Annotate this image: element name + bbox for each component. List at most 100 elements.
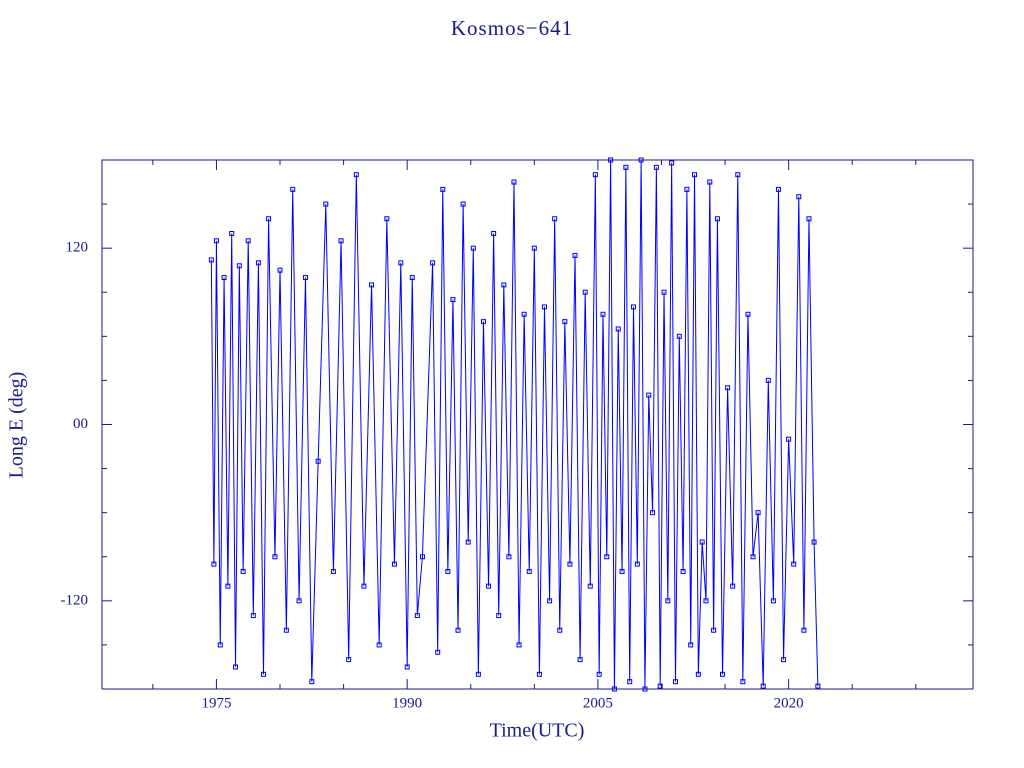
data-point xyxy=(475,671,481,677)
data-point xyxy=(735,172,741,178)
data-point xyxy=(240,568,246,574)
data-point xyxy=(547,598,553,604)
data-point xyxy=(229,230,235,236)
data-point xyxy=(638,157,644,163)
data-point xyxy=(391,561,397,567)
data-point xyxy=(245,238,251,244)
x-tick-label: 1975 xyxy=(201,695,231,711)
data-point xyxy=(669,160,675,166)
y-axis-label: Long E (deg) xyxy=(6,372,28,479)
data-point xyxy=(692,172,698,178)
data-point xyxy=(496,613,502,619)
data-point xyxy=(430,260,436,266)
data-point xyxy=(236,263,242,269)
data-point xyxy=(672,679,678,685)
data-point xyxy=(592,172,598,178)
data-point xyxy=(531,245,537,251)
data-point xyxy=(376,642,382,648)
data-point xyxy=(361,583,367,589)
data-point xyxy=(740,679,746,685)
series-line xyxy=(210,159,819,690)
data-point xyxy=(465,539,471,545)
data-point xyxy=(650,510,656,516)
data-point xyxy=(272,554,278,560)
data-point xyxy=(604,554,610,560)
data-point xyxy=(714,216,720,222)
data-point xyxy=(811,539,817,545)
data-point xyxy=(296,598,302,604)
data-point xyxy=(213,238,219,244)
data-point xyxy=(511,179,517,185)
data-point xyxy=(750,554,756,560)
data-point xyxy=(562,319,568,325)
data-point xyxy=(796,194,802,200)
data-point xyxy=(557,627,563,633)
data-point xyxy=(623,164,629,170)
data-point xyxy=(480,319,486,325)
data-point xyxy=(582,289,588,295)
data-point xyxy=(353,172,359,178)
data-point xyxy=(781,657,787,663)
chart-title: Kosmos−641 xyxy=(451,16,573,40)
data-point xyxy=(450,297,456,303)
data-point xyxy=(791,561,797,567)
data-point xyxy=(587,583,593,589)
data-point xyxy=(815,683,821,689)
data-point xyxy=(501,282,507,288)
data-point xyxy=(755,510,761,516)
data-layer xyxy=(208,157,821,692)
x-tick-label: 2020 xyxy=(774,695,804,711)
data-point xyxy=(745,311,751,317)
data-point xyxy=(801,627,807,633)
data-point xyxy=(653,164,659,170)
data-point xyxy=(707,179,713,185)
data-point xyxy=(695,671,701,677)
data-point xyxy=(608,157,614,163)
data-point xyxy=(470,245,476,251)
data-point xyxy=(680,568,686,574)
data-point xyxy=(786,436,792,442)
data-point xyxy=(302,275,308,281)
data-point xyxy=(414,613,420,619)
data-point xyxy=(233,664,239,670)
data-point xyxy=(646,392,652,398)
data-point xyxy=(315,458,321,464)
data-point xyxy=(260,671,266,677)
data-point xyxy=(688,642,694,648)
data-point xyxy=(627,679,633,685)
data-point xyxy=(619,568,625,574)
data-point xyxy=(596,671,602,677)
data-point xyxy=(676,333,682,339)
y-tick-label: 00 xyxy=(73,416,88,432)
data-point xyxy=(770,598,776,604)
data-point xyxy=(255,260,261,266)
data-point xyxy=(404,664,410,670)
data-point xyxy=(760,683,766,689)
data-point xyxy=(323,201,329,207)
data-point xyxy=(440,186,446,192)
data-point xyxy=(634,561,640,567)
data-point xyxy=(409,275,415,281)
data-point xyxy=(338,238,344,244)
x-axis-label: Time(UTC) xyxy=(490,720,585,742)
x-tick-label: 1990 xyxy=(392,695,422,711)
data-point xyxy=(600,311,606,317)
data-point xyxy=(567,561,573,567)
data-point xyxy=(419,554,425,560)
data-point xyxy=(631,304,637,310)
data-point xyxy=(577,657,583,663)
data-point xyxy=(283,627,289,633)
y-tick-label: -120 xyxy=(61,592,89,608)
data-point xyxy=(720,671,726,677)
data-point xyxy=(661,289,667,295)
data-point xyxy=(208,257,214,263)
data-point xyxy=(217,642,223,648)
data-point xyxy=(250,613,256,619)
y-tick-label: 120 xyxy=(66,240,89,256)
data-point xyxy=(711,627,717,633)
data-point xyxy=(455,627,461,633)
data-point xyxy=(211,561,217,567)
data-point xyxy=(611,686,617,692)
data-point xyxy=(225,583,231,589)
